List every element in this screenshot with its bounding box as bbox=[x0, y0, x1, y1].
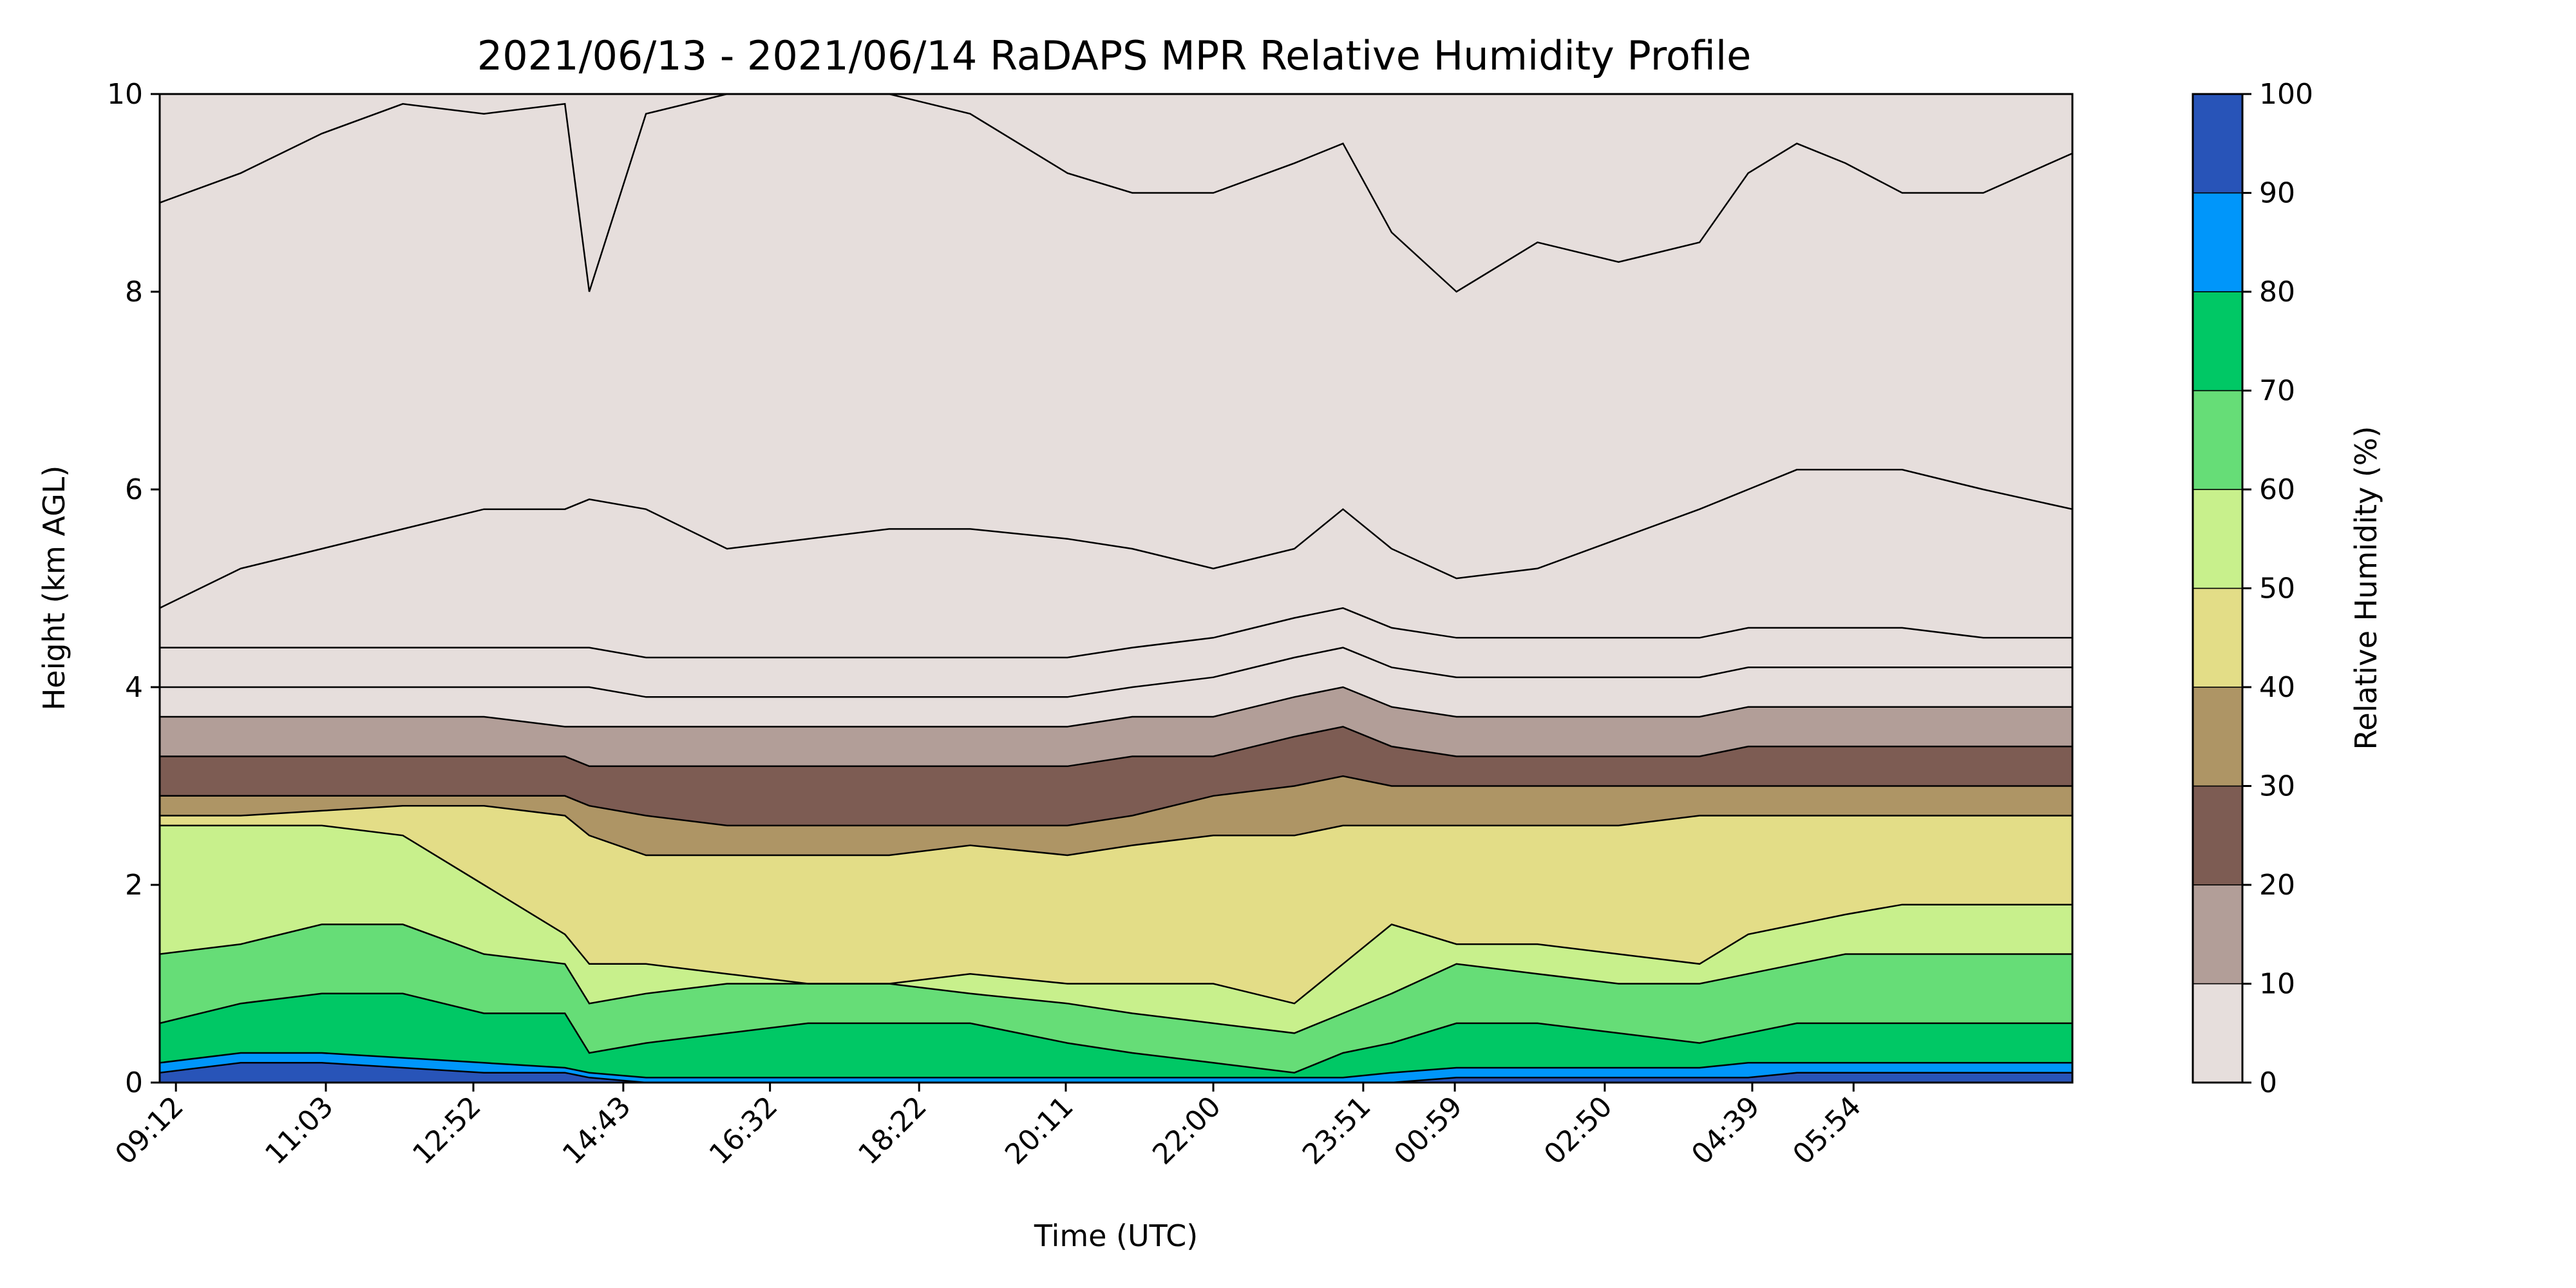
colorbar-segment bbox=[2192, 983, 2243, 1083]
contour-line bbox=[160, 824, 2072, 1005]
colorbar-tick-label: 30 bbox=[2259, 770, 2295, 803]
x-tick-label: 09:12 bbox=[109, 1090, 190, 1171]
contour-line bbox=[160, 1062, 2072, 1083]
y-tick-label: 2 bbox=[125, 869, 143, 902]
contour-band-3 bbox=[160, 776, 2072, 855]
x-tick-label: 16:32 bbox=[703, 1090, 784, 1171]
colorbar-label: Relative Humidity (%) bbox=[2349, 426, 2383, 750]
colorbar-segment bbox=[2192, 93, 2243, 194]
x-tick-label: 05:54 bbox=[1786, 1090, 1868, 1171]
colorbar-segment bbox=[2192, 192, 2243, 292]
colorbar-tick-label: 100 bbox=[2259, 78, 2313, 111]
contour-line bbox=[160, 647, 2072, 698]
contour-line bbox=[160, 726, 2072, 768]
colorbar-tick-label: 10 bbox=[2259, 968, 2295, 1001]
colorbar-segment bbox=[2192, 291, 2243, 392]
contour-band-4 bbox=[160, 806, 2072, 1004]
colorbar-tick-label: 70 bbox=[2259, 375, 2295, 408]
contour-line bbox=[160, 775, 2072, 827]
contour-band-8 bbox=[160, 1053, 2072, 1083]
colorbar-segment bbox=[2192, 390, 2243, 490]
contour-band-5 bbox=[160, 825, 2072, 1034]
y-axis: 0 2 4 6 8 10 bbox=[107, 78, 160, 1099]
contour-band-1 bbox=[160, 687, 2072, 766]
colorbar-segment bbox=[2192, 785, 2243, 886]
contour-band-6 bbox=[160, 924, 2072, 1073]
x-tick-label: 22:00 bbox=[1146, 1090, 1227, 1171]
contour-line bbox=[160, 923, 2072, 1034]
y-tick-label: 0 bbox=[125, 1066, 143, 1099]
y-tick-label: 6 bbox=[125, 473, 143, 506]
contour-plot-area bbox=[160, 94, 2072, 1083]
contour-band-0 bbox=[160, 647, 2072, 727]
colorbar-tick-label: 90 bbox=[2259, 177, 2295, 210]
contour-line bbox=[160, 992, 2072, 1074]
x-tick-label: 02:50 bbox=[1538, 1090, 1619, 1171]
colorbar: 0 10 20 30 40 50 60 70 80 90 100 bbox=[2192, 78, 2313, 1099]
contour-line bbox=[160, 94, 2072, 293]
plot-frame bbox=[158, 93, 2074, 1084]
y-tick-label: 8 bbox=[125, 276, 143, 308]
x-axis-label: Time (UTC) bbox=[1034, 1218, 1198, 1253]
x-tick-label: 00:59 bbox=[1388, 1090, 1469, 1171]
colorbar-tick-label: 80 bbox=[2259, 276, 2295, 308]
y-tick-label: 4 bbox=[125, 671, 143, 704]
colorbar-segment bbox=[2192, 489, 2243, 589]
x-tick-label: 04:39 bbox=[1685, 1090, 1766, 1171]
x-tick-label: 20:11 bbox=[999, 1090, 1080, 1171]
y-tick-label: 10 bbox=[107, 78, 143, 111]
contour-band--4 bbox=[160, 94, 2072, 292]
colorbar-tick-label: 20 bbox=[2259, 869, 2295, 902]
contour-band--3 bbox=[160, 94, 2072, 609]
colorbar-segment bbox=[2192, 587, 2243, 688]
contour-band--2 bbox=[160, 469, 2072, 658]
contour-line bbox=[160, 686, 2072, 728]
x-axis: 09:12 11:03 12:52 14:43 16:32 18:22 20:11 22:00… bbox=[109, 1083, 1868, 1171]
colorbar-tick-label: 0 bbox=[2259, 1066, 2277, 1099]
colorbar-tick-label: 60 bbox=[2259, 473, 2295, 506]
chart-title: 2021/06/13 - 2021/06/14 RaDAPS MPR Relat… bbox=[477, 32, 1751, 79]
contour-band-7 bbox=[160, 993, 2072, 1078]
contour-band--1 bbox=[160, 608, 2072, 697]
x-tick-label: 18:22 bbox=[852, 1090, 933, 1171]
x-tick-label: 12:52 bbox=[406, 1090, 488, 1171]
contour-line bbox=[160, 1052, 2072, 1079]
colorbar-segment bbox=[2192, 687, 2243, 787]
y-axis-label: Height (km AGL) bbox=[37, 466, 71, 711]
x-tick-label: 11:03 bbox=[259, 1090, 340, 1171]
colorbar-tick-label: 40 bbox=[2259, 671, 2295, 704]
contour-line bbox=[160, 607, 2072, 659]
contour-line bbox=[160, 469, 2072, 609]
colorbar-tick-label: 50 bbox=[2259, 573, 2295, 605]
contour-line bbox=[160, 804, 2072, 857]
x-tick-label: 14:43 bbox=[556, 1090, 638, 1171]
contour-band-2 bbox=[160, 726, 2072, 826]
x-tick-label: 23:51 bbox=[1296, 1090, 1378, 1171]
colorbar-segment bbox=[2192, 884, 2243, 985]
